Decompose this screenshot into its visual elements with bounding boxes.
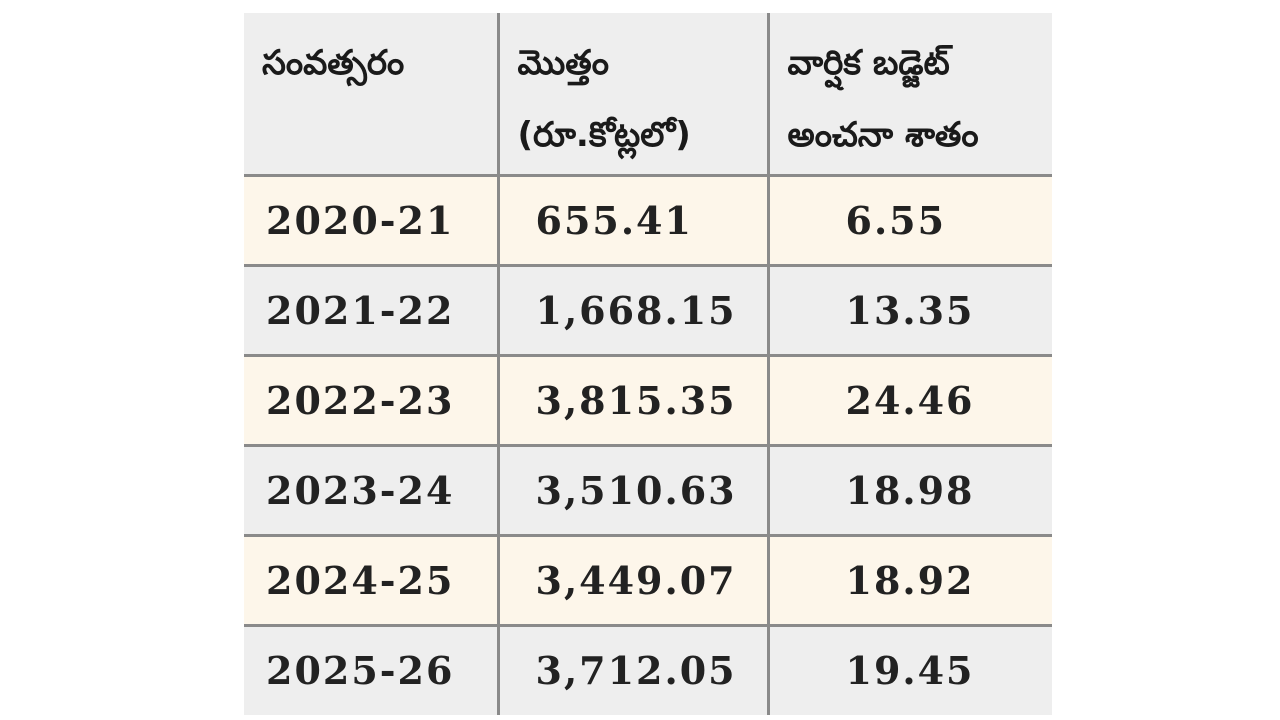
header-total: మొత్తం (రూ.కోట్లలో)	[496, 13, 768, 177]
table-row: 2025-26 3,712.05 19.45	[244, 625, 1052, 715]
header-percent-line2: అంచనా శాతం	[787, 115, 979, 155]
year-cell: 2024-25	[244, 535, 498, 627]
year-cell: 2021-22	[244, 265, 498, 357]
total-cell: 3,712.05	[496, 625, 768, 715]
total-cell: 3,449.07	[496, 535, 768, 627]
total-cell: 655.41	[496, 175, 768, 267]
total-cell: 1,668.15	[496, 265, 768, 357]
table-row: 2023-24 3,510.63 18.98	[244, 445, 1052, 537]
percent-cell: 19.45	[766, 625, 1052, 715]
header-year-label: సంవత్సరం	[262, 43, 405, 83]
header-total-line1: మొత్తం	[517, 43, 609, 83]
header-year: సంవత్సరం	[244, 13, 498, 177]
table-row: 2021-22 1,668.15 13.35	[244, 265, 1052, 357]
year-cell: 2023-24	[244, 445, 498, 537]
table-header-row: సంవత్సరం మొత్తం (రూ.కోట్లలో) వార్షిక బడ్…	[244, 13, 1052, 177]
table-row: 2022-23 3,815.35 24.46	[244, 355, 1052, 447]
total-cell: 3,815.35	[496, 355, 768, 447]
percent-cell: 24.46	[766, 355, 1052, 447]
total-cell: 3,510.63	[496, 445, 768, 537]
table-row: 2024-25 3,449.07 18.92	[244, 535, 1052, 627]
table-row: 2020-21 655.41 6.55	[244, 175, 1052, 267]
year-cell: 2020-21	[244, 175, 498, 267]
header-percent-line1: వార్షిక బడ్జెట్	[787, 43, 950, 83]
header-percent: వార్షిక బడ్జెట్ అంచనా శాతం	[766, 13, 1052, 177]
header-total-line2: (రూ.కోట్లలో)	[517, 115, 691, 155]
percent-cell: 18.98	[766, 445, 1052, 537]
budget-table: సంవత్సరం మొత్తం (రూ.కోట్లలో) వార్షిక బడ్…	[244, 13, 1052, 715]
percent-cell: 18.92	[766, 535, 1052, 627]
percent-cell: 13.35	[766, 265, 1052, 357]
percent-cell: 6.55	[766, 175, 1052, 267]
year-cell: 2022-23	[244, 355, 498, 447]
budget-table-container: సంవత్సరం మొత్తం (రూ.కోట్లలో) వార్షిక బడ్…	[244, 13, 1052, 715]
year-cell: 2025-26	[244, 625, 498, 715]
